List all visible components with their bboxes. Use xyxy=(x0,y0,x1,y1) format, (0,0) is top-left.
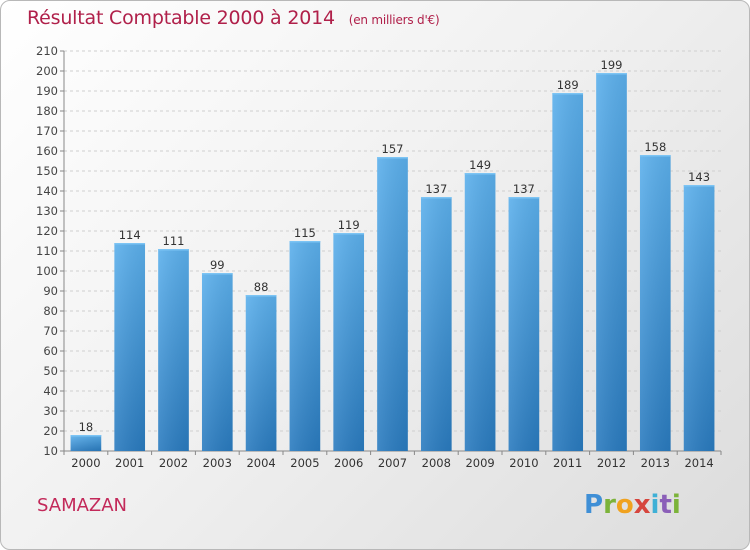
bar-top-edge xyxy=(552,93,584,95)
chart-subtitle: (en milliers d'€) xyxy=(348,13,440,27)
value-label: 157 xyxy=(382,142,404,156)
x-tick-label: 2009 xyxy=(465,456,494,470)
bar-top-edge xyxy=(114,243,146,245)
brand-letter: P xyxy=(584,490,604,520)
x-tick-label: 2011 xyxy=(553,456,582,470)
y-tick-label: 150 xyxy=(36,164,58,178)
bar-top-edge xyxy=(420,197,452,199)
y-tick-label: 180 xyxy=(36,104,58,118)
bar-shade xyxy=(683,185,715,451)
value-label: 115 xyxy=(294,226,316,240)
x-tick-label: 2013 xyxy=(641,456,670,470)
bar-shade xyxy=(552,93,584,451)
bar-shade xyxy=(289,241,321,451)
x-tick-label: 2002 xyxy=(159,456,188,470)
labels: 18 2000 114 2001 111 2002 99 2003 88 2004 115 2005 1… xyxy=(71,58,713,470)
value-label: 119 xyxy=(338,218,360,232)
y-tick-label: 160 xyxy=(36,144,58,158)
bar-shade xyxy=(377,157,408,451)
value-label: 88 xyxy=(254,280,269,294)
bar-top-edge xyxy=(289,241,321,243)
y-tick-label: 110 xyxy=(36,244,58,258)
brand-letter: t xyxy=(659,490,672,520)
value-label: 137 xyxy=(425,182,447,196)
value-label: 143 xyxy=(688,170,710,184)
x-tick-label: 2001 xyxy=(115,456,144,470)
x-tick-label: 2004 xyxy=(246,456,275,470)
x-tick-label: 2008 xyxy=(422,456,451,470)
y-tick-label: 140 xyxy=(36,184,58,198)
value-label: 114 xyxy=(119,228,141,242)
y-tick-label: 120 xyxy=(36,224,58,238)
y-tick-label: 10 xyxy=(43,444,58,458)
x-tick-label: 2014 xyxy=(684,456,713,470)
value-label: 99 xyxy=(210,258,225,272)
bar-shade xyxy=(596,73,627,451)
brand-letter: x xyxy=(633,490,651,520)
bar-shade xyxy=(420,197,452,451)
y-tick-label: 50 xyxy=(43,364,58,378)
value-label: 189 xyxy=(557,78,579,92)
bar-top-edge xyxy=(158,249,189,251)
brand-letter: i xyxy=(671,490,681,520)
bar-top-edge xyxy=(377,157,408,159)
y-tick-label: 130 xyxy=(36,204,58,218)
x-tick-label: 2010 xyxy=(509,456,538,470)
x-tick-label: 2012 xyxy=(597,456,626,470)
value-label: 158 xyxy=(644,140,666,154)
y-tick-label: 30 xyxy=(43,404,58,418)
bar-shade xyxy=(508,197,540,451)
y-tick-label: 70 xyxy=(43,324,58,338)
bar-shade xyxy=(70,435,102,451)
x-tick-label: 2005 xyxy=(290,456,319,470)
y-tick-label: 80 xyxy=(43,304,58,318)
bar-top-edge xyxy=(333,233,365,235)
bar-top-edge xyxy=(245,295,277,297)
value-label: 199 xyxy=(601,58,623,72)
proxiti-logo: Proxiti xyxy=(584,490,681,520)
y-tick-label: 100 xyxy=(36,264,58,278)
x-tick-label: 2007 xyxy=(378,456,407,470)
brand-letter: i xyxy=(650,490,660,520)
commune-name: SAMAZAN xyxy=(37,495,128,516)
y-tick-label: 170 xyxy=(36,124,58,138)
x-tick-label: 2006 xyxy=(334,456,363,470)
y-tick-label: 20 xyxy=(43,424,58,438)
bars xyxy=(70,73,715,451)
y-tick-label: 200 xyxy=(36,64,58,78)
brand-letter: r xyxy=(603,490,616,520)
x-tick-label: 2000 xyxy=(71,456,100,470)
bar-top-edge xyxy=(201,273,233,275)
bar-shade xyxy=(333,233,365,451)
value-label: 137 xyxy=(513,182,535,196)
bar-top-edge xyxy=(508,197,540,199)
value-label: 111 xyxy=(163,234,185,248)
bar-top-edge xyxy=(683,185,715,187)
bar-top-edge xyxy=(596,73,627,75)
y-tick-label: 40 xyxy=(43,384,58,398)
y-tick-label: 210 xyxy=(36,44,58,58)
bar-shade xyxy=(158,249,189,451)
brand-letter: o xyxy=(615,490,634,520)
bar-top-edge xyxy=(464,173,496,175)
value-label: 149 xyxy=(469,158,491,172)
bar-shade xyxy=(464,173,496,451)
value-label: 18 xyxy=(79,420,94,434)
bar-shade xyxy=(639,155,671,451)
chart-title: Résultat Comptable 2000 à 2014 (en milli… xyxy=(27,7,440,29)
y-tick-label: 190 xyxy=(36,84,58,98)
x-tick-label: 2003 xyxy=(203,456,232,470)
bar-shade xyxy=(114,243,146,451)
bar-shade xyxy=(245,295,277,451)
y-tick-label: 60 xyxy=(43,344,58,358)
y-tick-label: 90 xyxy=(43,284,58,298)
chart-title-text: Résultat Comptable 2000 à 2014 xyxy=(27,7,335,29)
bar-shade xyxy=(201,273,233,451)
bar-top-edge xyxy=(639,155,671,157)
bar-top-edge xyxy=(70,435,102,437)
